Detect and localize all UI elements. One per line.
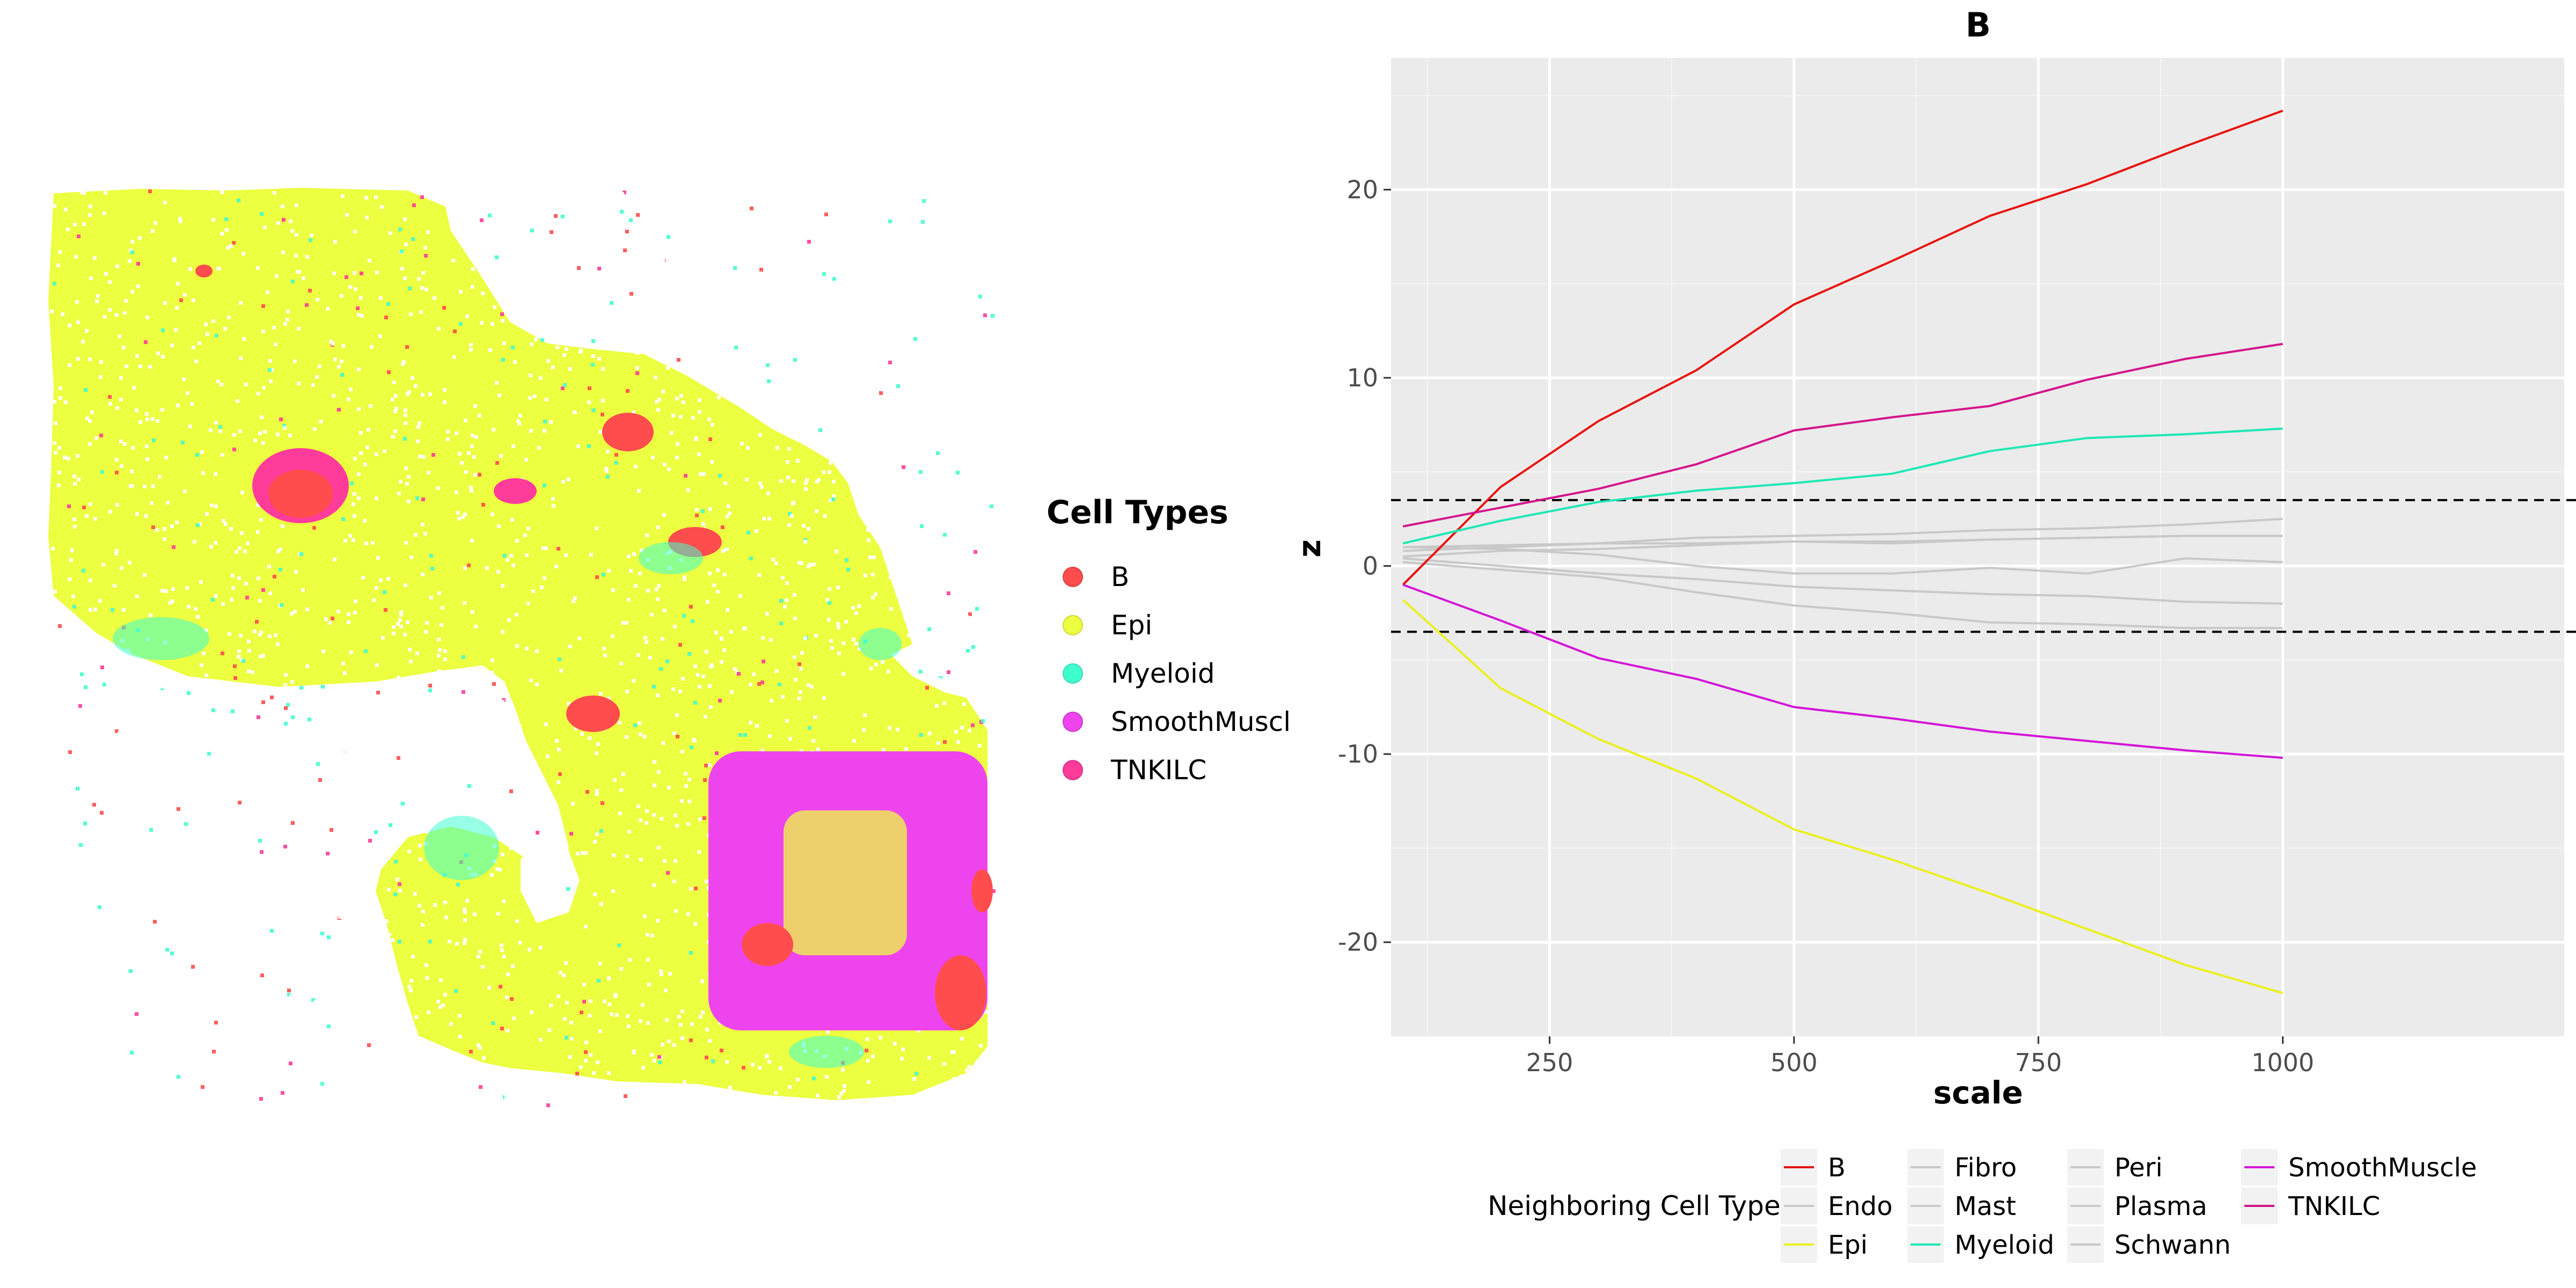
cell-type-legend-label: TNKILC [1111, 755, 1207, 786]
series-legend-title: Neighboring Cell Type [1488, 1190, 1781, 1221]
cell-cluster-5 [742, 923, 793, 966]
cell-cluster-8 [494, 478, 537, 504]
series-legend-item: Mast [1907, 1188, 2016, 1224]
series-legend-label: Epi [1828, 1230, 1868, 1260]
cell-cluster-9 [195, 265, 213, 277]
x-tick-label: 1000 [2251, 1048, 2314, 1077]
y-tick-label: -10 [1338, 740, 1378, 769]
cell-type-legend-items: B Epi Myeloid SmoothMuscl TNKILC [1046, 553, 1326, 794]
cell-cluster-6 [935, 955, 986, 1030]
series-legend-label: SmoothMuscle [2288, 1153, 2477, 1183]
series-line-smoothmuscle [1402, 583, 2283, 759]
series-legend-label: Schwann [2114, 1230, 2231, 1260]
series-legend-label: B [1828, 1153, 1846, 1183]
cell-type-legend-label: B [1111, 561, 1130, 592]
spatial-cell-map [0, 0, 1009, 1288]
spatial-cell-map-svg [48, 188, 996, 1107]
series-legend-item: SmoothMuscle [2241, 1149, 2477, 1185]
chart-title: B [1965, 5, 1990, 45]
y-tick-label: -20 [1338, 928, 1378, 957]
cell-type-legend-title: Cell Types [1046, 494, 1229, 531]
series-legend-label: Plasma [2114, 1191, 2207, 1221]
cell-type-legend-label: SmoothMuscl [1111, 706, 1291, 737]
y-tick-label: 10 [1346, 363, 1378, 392]
series-legend-item: Epi [1781, 1226, 1868, 1263]
cell-type-legend-item: TNKILC [1046, 746, 1326, 794]
myeloid-patch-4 [859, 628, 902, 660]
series-legend-item: Plasma [2067, 1188, 2207, 1224]
myeloid-patch-0 [424, 816, 499, 880]
series-line-myeloid [1402, 427, 2283, 545]
tissue-cell-clusters [113, 265, 993, 1068]
myeloid-patch-3 [789, 1036, 864, 1068]
legend-dot-icon [1063, 760, 1083, 780]
legend-dot-icon [1063, 663, 1083, 684]
y-tick-label: 0 [1363, 552, 1378, 581]
series-line-fibro [1403, 546, 2283, 575]
cell-cluster-1 [268, 470, 333, 518]
cell-type-legend-item: SmoothMuscl [1046, 698, 1326, 746]
series-legend-item: TNKILC [2241, 1188, 2380, 1224]
series-legend-label: Myeloid [1955, 1230, 2054, 1260]
tissue-gap [521, 837, 580, 923]
y-axis-label: z [1291, 539, 1328, 558]
series-line-schwann [1403, 535, 2283, 548]
series-line-b [1402, 109, 2284, 586]
series-legend-label: Mast [1955, 1191, 2016, 1221]
legend-dot-icon [1063, 615, 1083, 635]
smooth-muscle-inner-epi [784, 810, 907, 955]
x-axis-label: scale [1933, 1074, 2023, 1111]
series-legend-label: TNKILC [2288, 1191, 2380, 1221]
series-legend-item: Fibro [1907, 1149, 2017, 1185]
series-legend-item: Peri [2067, 1149, 2163, 1185]
grid-lines [1391, 58, 2564, 1037]
series-legend-item: Myeloid [1907, 1226, 2054, 1263]
myeloid-patch-2 [639, 542, 703, 574]
cell-cluster-2 [602, 413, 654, 451]
cell-type-legend-label: Myeloid [1111, 658, 1215, 689]
series-legend-label: Peri [2114, 1153, 2163, 1183]
x-tick-label: 250 [1526, 1048, 1574, 1077]
series-legend-label: Endo [1828, 1191, 1893, 1221]
series-legend: B Endo Epi Fibro Mast Myeloid Peri Plasma Schwan… [1781, 1149, 2477, 1263]
series-lines [1402, 109, 2284, 994]
legend-dot-icon [1063, 712, 1083, 732]
y-tick-label: 20 [1346, 175, 1378, 204]
cell-type-legend-label: Epi [1111, 610, 1153, 641]
x-tick-label: 500 [1770, 1048, 1818, 1077]
cell-type-legend-item: B [1046, 553, 1326, 601]
x-tick-label: 750 [2015, 1048, 2062, 1077]
cell-type-legend: Cell Types B Epi Myeloid SmoothMuscl TNKILC [1046, 494, 1326, 794]
cell-type-legend-item: Myeloid [1046, 649, 1326, 698]
series-legend-item: B [1781, 1149, 1846, 1185]
series-line-epi [1402, 599, 2284, 994]
axis-ticks: 250 500 750 1000 -20 -10 0 10 20 [1338, 175, 2314, 1077]
series-line-peri [1403, 561, 2283, 630]
legend-dot-icon [1063, 567, 1083, 587]
cell-type-legend-item: Epi [1046, 601, 1326, 649]
series-legend-label: Fibro [1955, 1153, 2017, 1183]
threshold-lines [1391, 499, 2576, 633]
series-line-plasma [1403, 557, 2283, 605]
myeloid-patch-1 [113, 617, 209, 660]
series-legend-item: Endo [1781, 1188, 1893, 1224]
series-line-tnkilc [1402, 342, 2284, 528]
cell-cluster-7 [971, 869, 993, 912]
series-legend-item: Schwann [2067, 1226, 2231, 1263]
cell-cluster-4 [566, 696, 620, 732]
